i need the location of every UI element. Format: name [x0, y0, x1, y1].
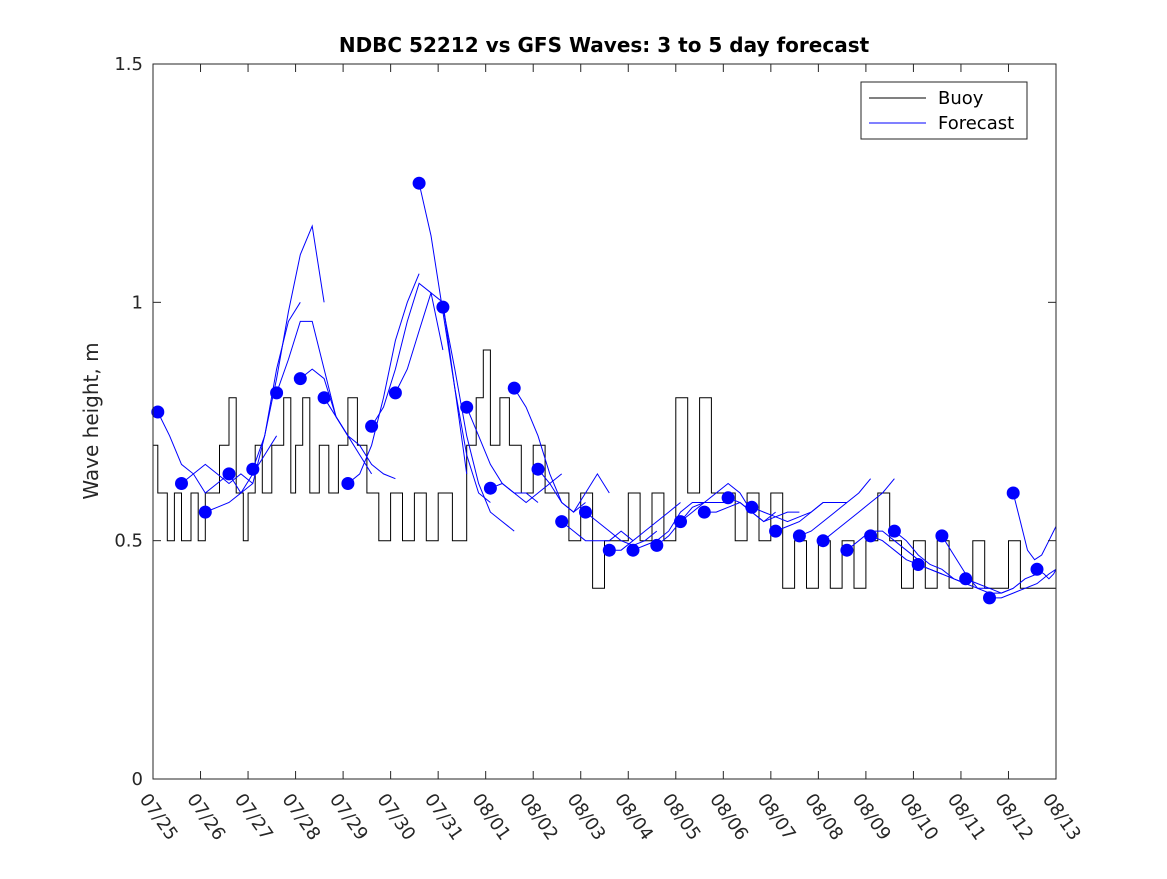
forecast-marker-23: [674, 515, 687, 529]
forecast-line-29: [822, 478, 895, 542]
forecast-line-30: [846, 530, 919, 561]
forecast-marker-28: [792, 529, 806, 543]
y-axis-label: Wave height, m: [79, 342, 103, 499]
forecast-line-17: [537, 468, 610, 513]
forecast-marker-9: [341, 477, 355, 490]
legend-forecast-label: Forecast: [938, 113, 1014, 134]
chart-title: NDBC 52212 vs GFS Waves: 3 to 5 day fore…: [339, 33, 870, 57]
y-tick-label: 0.5: [114, 531, 143, 552]
forecast-marker-4: [222, 467, 236, 481]
forecast-marker-26: [745, 500, 759, 514]
forecast-line-20: [609, 502, 681, 551]
forecast-marker-10: [365, 419, 379, 433]
forecast-marker-33: [911, 558, 925, 571]
forecast-line-28: [799, 478, 871, 537]
forecast-marker-29: [816, 534, 830, 548]
forecast-marker-27: [769, 524, 783, 538]
forecast-line-13: [442, 307, 515, 532]
forecast-marker-18: [555, 515, 569, 529]
forecast-line-21: [632, 502, 705, 551]
y-tick-label: 1.5: [114, 54, 143, 75]
forecast-markers: [151, 176, 1044, 605]
axes-box: [152, 63, 1057, 780]
forecast-marker-20: [602, 543, 616, 557]
forecast-line-35: [965, 573, 1038, 594]
forecast-marker-24: [697, 505, 711, 519]
forecast-marker-12: [412, 176, 426, 190]
forecast-marker-3: [198, 505, 212, 519]
buoy-line: [153, 349, 1056, 589]
forecast-line-5: [252, 224, 325, 470]
forecast-series: [157, 183, 1057, 599]
forecast-marker-13: [436, 300, 450, 314]
legend-buoy-label: Buoy: [938, 88, 984, 109]
forecast-marker-5: [246, 462, 260, 476]
forecast-marker-35: [959, 572, 973, 586]
forecast-marker-38: [1030, 562, 1044, 576]
plot-area: [153, 64, 1056, 779]
forecast-marker-34: [935, 529, 949, 543]
y-axis-ticks: 0 0.5 1 1.5: [114, 54, 1056, 790]
forecast-marker-15: [483, 481, 497, 495]
forecast-marker-31: [864, 529, 878, 543]
forecast-marker-14: [460, 400, 474, 414]
forecast-line-25: [727, 497, 800, 523]
forecast-line-22: [656, 502, 729, 546]
y-tick-label: 1: [132, 292, 143, 313]
forecast-line-23: [680, 482, 753, 522]
legend-box: [860, 81, 1028, 140]
forecast-line-19: [585, 511, 658, 546]
forecast-marker-2: [175, 477, 188, 490]
forecast-marker-30: [840, 543, 854, 557]
forecast-line-27: [775, 502, 847, 532]
forecast-line-18: [561, 521, 634, 542]
forecast-marker-21: [626, 543, 640, 557]
forecast-marker-1: [151, 405, 165, 419]
forecast-line-12: [418, 183, 491, 503]
forecast-marker-6: [270, 386, 284, 400]
buoy-series: [153, 349, 1056, 589]
legend: Buoy Forecast: [860, 81, 1028, 140]
forecast-marker-19: [579, 505, 592, 519]
forecast-marker-17: [531, 462, 545, 476]
forecast-marker-8: [317, 391, 331, 405]
forecast-line-2: [181, 463, 254, 485]
forecast-line-36: [989, 568, 1057, 599]
forecast-marker-37: [1006, 486, 1020, 500]
forecast-line-9: [347, 273, 420, 484]
forecast-marker-16: [507, 381, 521, 395]
y-tick-label: 0: [132, 769, 143, 790]
forecast-marker-22: [650, 538, 664, 552]
forecast-marker-25: [721, 491, 735, 505]
forecast-line-8: [323, 397, 396, 480]
forecast-marker-11: [388, 386, 402, 400]
forecast-marker-36: [983, 591, 996, 605]
forecast-marker-32: [887, 524, 901, 538]
forecast-marker-7: [293, 372, 307, 386]
